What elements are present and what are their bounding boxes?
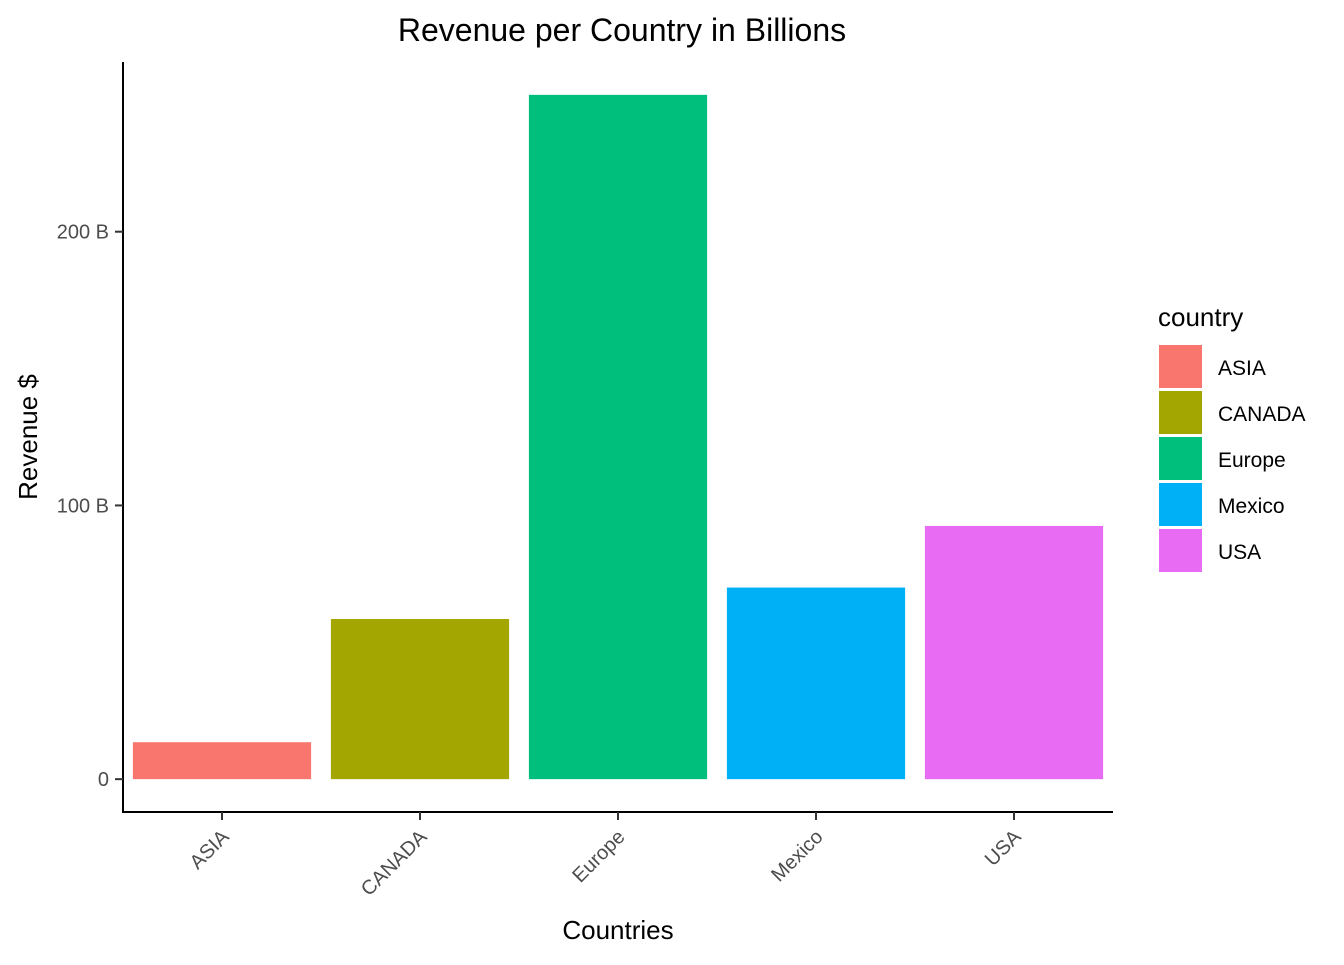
legend-label-canada: CANADA: [1218, 403, 1306, 426]
legend-swatch-europe: [1159, 437, 1202, 480]
legend-label-asia: ASIA: [1218, 357, 1266, 380]
y-tick-label-0: 0: [98, 769, 109, 791]
x-tick-label-europe: Europe: [568, 826, 629, 887]
legend-swatch-asia: [1159, 345, 1202, 388]
bar-europe: [528, 94, 708, 780]
x-axis-title: Countries: [562, 915, 673, 945]
x-tick-label-canada: CANADA: [357, 826, 432, 901]
y-tick-label-200: 200 B: [57, 222, 109, 244]
legend-label-mexico: Mexico: [1218, 495, 1285, 518]
x-ticks-group: ASIA CANADA Europe Mexico USA: [186, 812, 1026, 900]
legend-swatch-mexico: [1159, 483, 1202, 526]
x-tick-label-mexico: Mexico: [767, 826, 827, 886]
bars-group: [132, 94, 1104, 780]
bar-mexico: [726, 587, 906, 780]
x-tick-label-usa: USA: [981, 826, 1026, 871]
legend-swatch-usa: [1159, 529, 1202, 572]
legend: country ASIA CANADA Europe Mexico USA: [1158, 302, 1306, 572]
legend-items: ASIA CANADA Europe Mexico USA: [1159, 345, 1306, 572]
y-ticks-group: 0 100 B 200 B: [57, 222, 123, 791]
bar-asia: [132, 742, 312, 780]
chart-title: Revenue per Country in Billions: [398, 12, 846, 48]
bar-canada: [330, 619, 510, 780]
y-axis-title: Revenue $: [13, 374, 43, 500]
y-tick-label-100: 100 B: [57, 495, 109, 517]
legend-swatch-canada: [1159, 391, 1202, 434]
legend-title: country: [1158, 302, 1243, 332]
bar-usa: [924, 525, 1104, 780]
legend-label-europe: Europe: [1218, 449, 1286, 472]
legend-label-usa: USA: [1218, 541, 1261, 564]
x-tick-label-asia: ASIA: [186, 826, 234, 874]
